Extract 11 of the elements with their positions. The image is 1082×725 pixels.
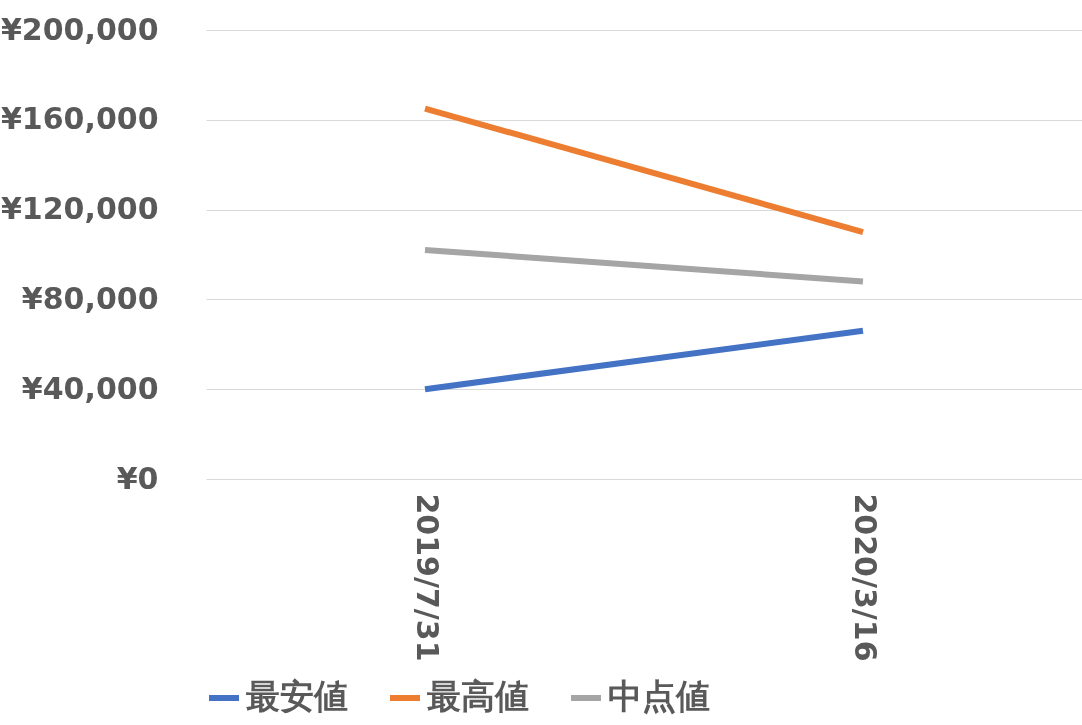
- y-tick-label: ¥200,000: [0, 11, 159, 47]
- y-tick-label: ¥40,000: [21, 370, 159, 406]
- y-tick-label: ¥80,000: [21, 280, 159, 316]
- x-tick-label: 2019/7/31: [409, 493, 445, 662]
- y-tick-label: ¥120,000: [0, 191, 159, 227]
- legend-label: 最高値: [427, 676, 529, 716]
- legend-label: 中点値: [608, 676, 710, 716]
- legend-label: 最安値: [246, 676, 348, 716]
- y-tick-label: ¥0: [116, 460, 159, 496]
- x-tick-label: 2020/3/16: [847, 493, 883, 662]
- y-tick-label: ¥160,000: [0, 101, 159, 137]
